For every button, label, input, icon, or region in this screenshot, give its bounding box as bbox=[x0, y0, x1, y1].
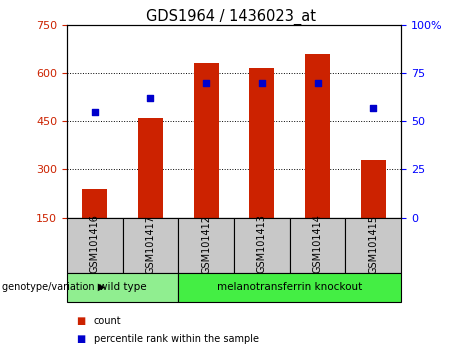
Text: GSM101416: GSM101416 bbox=[90, 215, 100, 274]
Bar bbox=[194, 63, 219, 218]
Text: count: count bbox=[94, 316, 121, 326]
Text: GSM101412: GSM101412 bbox=[201, 215, 211, 274]
Bar bbox=[178, 218, 234, 273]
Bar bbox=[82, 189, 107, 218]
Text: GSM101413: GSM101413 bbox=[257, 215, 267, 274]
Point bbox=[314, 80, 321, 85]
Text: wild type: wild type bbox=[99, 282, 146, 292]
Point bbox=[370, 105, 377, 110]
Point bbox=[202, 80, 210, 85]
Bar bbox=[234, 218, 290, 273]
Bar bbox=[138, 118, 163, 218]
Point bbox=[147, 95, 154, 101]
Bar bbox=[345, 218, 401, 273]
Bar bbox=[290, 218, 345, 273]
Text: ■: ■ bbox=[76, 334, 85, 344]
Bar bbox=[249, 68, 274, 218]
Text: melanotransferrin knockout: melanotransferrin knockout bbox=[217, 282, 362, 292]
Point bbox=[258, 80, 266, 85]
Text: GDS1964 / 1436023_at: GDS1964 / 1436023_at bbox=[146, 9, 315, 25]
Point bbox=[91, 109, 98, 114]
Bar bbox=[178, 273, 401, 302]
Bar bbox=[67, 273, 178, 302]
Bar bbox=[67, 218, 123, 273]
Text: ■: ■ bbox=[76, 316, 85, 326]
Text: GSM101415: GSM101415 bbox=[368, 215, 378, 274]
Bar bbox=[361, 160, 386, 218]
Text: genotype/variation ▶: genotype/variation ▶ bbox=[2, 282, 106, 292]
Text: GSM101417: GSM101417 bbox=[145, 215, 155, 274]
Bar bbox=[305, 54, 330, 218]
Text: percentile rank within the sample: percentile rank within the sample bbox=[94, 334, 259, 344]
Bar bbox=[123, 218, 178, 273]
Text: GSM101414: GSM101414 bbox=[313, 215, 323, 274]
